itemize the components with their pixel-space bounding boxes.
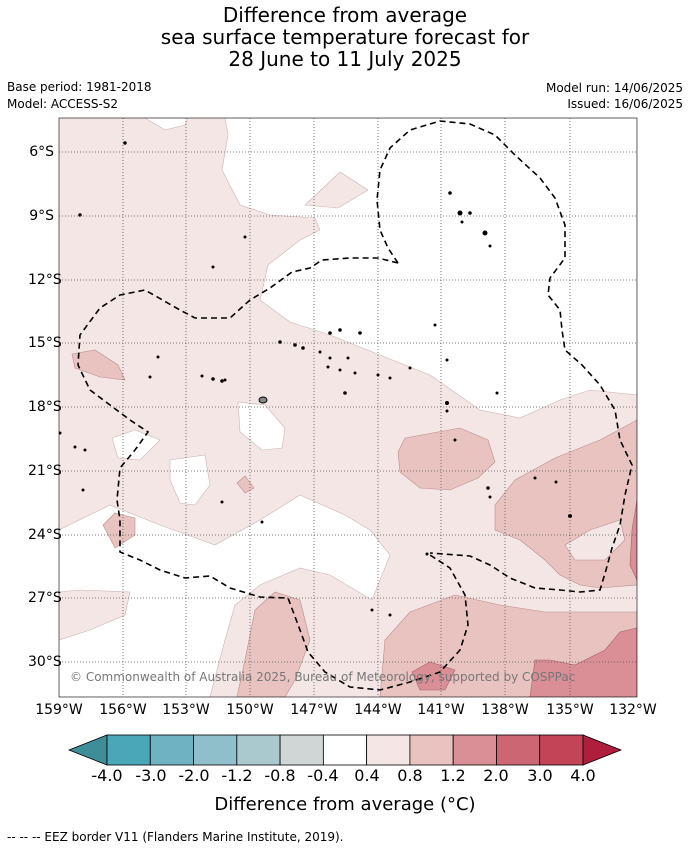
- copyright-notice: © Commonwealth of Australia 2025, Bureau…: [70, 670, 576, 684]
- near-average-region-west: [111, 429, 161, 461]
- lon-label-147w: 147°W: [290, 702, 338, 718]
- colorbar-tick: 2.0: [483, 766, 509, 785]
- colorbar-extend-high: [582, 734, 623, 766]
- map-plot-area: [59, 118, 637, 697]
- lon-label-150w: 150°W: [226, 702, 274, 718]
- moderate-anomaly-patch-2: [397, 427, 496, 491]
- lat-label-18s: 18°S: [28, 399, 62, 415]
- lat-label-27s: 27°S: [28, 590, 62, 606]
- lon-label-138w: 138°W: [481, 702, 529, 718]
- island-large: [258, 396, 268, 404]
- colorbar-swatch: [409, 734, 454, 766]
- colorbar-tick: -1.2: [221, 766, 253, 785]
- strong-anomaly-patch-2: [411, 661, 456, 691]
- lat-label-24s: 24°S: [28, 527, 62, 543]
- lon-label-144w: 144°W: [354, 702, 402, 718]
- model-name: Model: ACCESS-S2: [7, 97, 119, 111]
- title-line-3: 28 June to 11 July 2025: [228, 47, 462, 71]
- eez-footnote: -- -- -- EEZ border V11 (Flanders Marine…: [7, 830, 344, 844]
- colorbar-swatch: [322, 734, 368, 766]
- colorbar-tick: -2.0: [178, 766, 210, 785]
- map-title: Difference from average sea surface temp…: [0, 4, 690, 70]
- title-line-2: sea surface temperature forecast for: [160, 25, 530, 49]
- colorbar-swatch: [366, 734, 411, 766]
- colorbar-tick: -4.0: [91, 766, 123, 785]
- lon-label-132w: 132°W: [609, 702, 657, 718]
- colorbar-tick: 4.0: [570, 766, 596, 785]
- colorbar-swatch: [496, 734, 541, 766]
- colorbar-tick: -0.8: [264, 766, 296, 785]
- eez-borders: [77, 120, 633, 691]
- moderate-anomaly-patch-4: [102, 512, 136, 549]
- lon-label-153w: 153°W: [162, 702, 210, 718]
- moderate-anomaly-patch-1: [71, 349, 126, 381]
- strong-anomaly-patch-3: [629, 499, 637, 581]
- colorbar-swatch: [236, 734, 281, 766]
- lon-label-141w: 141°W: [417, 702, 465, 718]
- colorbar: [67, 734, 623, 766]
- moderate-anomaly-patch-5: [236, 475, 255, 494]
- lat-label-6s: 6°S: [29, 144, 54, 160]
- lat-label-30s: 30°S: [28, 654, 62, 670]
- colorbar-title: Difference from average (°C): [214, 794, 476, 815]
- colorbar-swatch: [452, 734, 497, 766]
- near-average-region-south: [59, 494, 391, 697]
- colorbar-swatch: [539, 734, 584, 766]
- colorbar-tick: 3.0: [527, 766, 553, 785]
- colorbar-tick: 1.2: [440, 766, 466, 785]
- lat-label-9s: 9°S: [29, 208, 54, 224]
- islands: [59, 141, 572, 617]
- lat-label-15s: 15°S: [28, 335, 62, 351]
- colorbar-swatch: [149, 734, 194, 766]
- lat-label-21s: 21°S: [28, 463, 62, 479]
- map-frame: [58, 117, 638, 698]
- colorbar-swatch: [279, 734, 324, 766]
- anomaly-island-north: [304, 171, 369, 209]
- colorbar-extend-low: [67, 734, 108, 766]
- lat-label-12s: 12°S: [28, 272, 62, 288]
- colorbar-swatch: [193, 734, 238, 766]
- colorbar-tick: 0.4: [354, 766, 380, 785]
- lon-label-135w: 135°W: [546, 702, 594, 718]
- base-period: Base period: 1981-2018: [7, 80, 152, 94]
- strong-anomaly-patch-1: [529, 627, 637, 697]
- colorbar-swatch: [106, 734, 151, 766]
- title-line-1: Difference from average: [222, 3, 468, 27]
- colorbar-tick: -0.4: [307, 766, 339, 785]
- moderate-anomaly-patch-6: [236, 591, 311, 697]
- near-average-region-top-left: [144, 118, 189, 131]
- near-average-region-south-central: [169, 454, 211, 506]
- near-average-region-central: [237, 401, 286, 451]
- lon-label-159w: 159°W: [35, 702, 83, 718]
- colorbar-tick: -3.0: [135, 766, 167, 785]
- lon-label-156w: 156°W: [99, 702, 147, 718]
- issued-date: Issued: 16/06/2025: [567, 97, 683, 111]
- model-run: Model run: 14/06/2025: [545, 81, 683, 95]
- colorbar-tick: 0.8: [397, 766, 423, 785]
